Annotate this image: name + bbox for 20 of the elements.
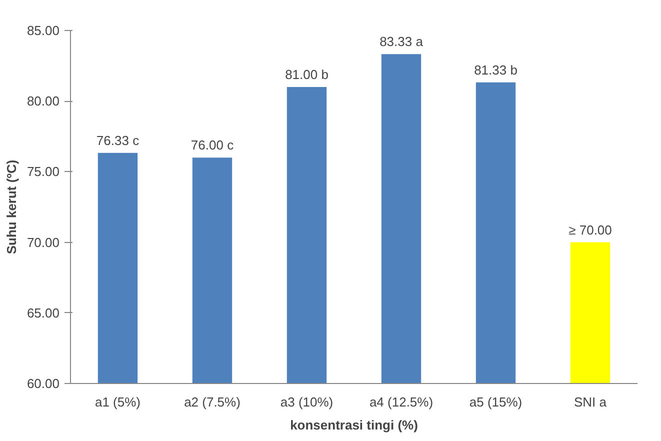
x-tick-label: SNI a <box>574 394 608 410</box>
y-tick-label: 80.00 <box>26 94 60 109</box>
data-label: 81.33 b <box>474 62 518 78</box>
y-axis-title: Suhu kerut (ºC) <box>4 160 19 254</box>
data-label: 76.00 c <box>190 138 234 153</box>
x-axis-title: konsentrasi tingi (%) <box>290 418 418 432</box>
y-tick-label: 75.00 <box>26 164 60 180</box>
y-tick-label: 85.00 <box>26 23 60 38</box>
y-tick-label: 60.00 <box>26 376 60 391</box>
y-tick-label: 70.00 <box>26 234 60 250</box>
data-label: ≥ 70.00 <box>568 222 612 238</box>
data-label: 76.33 c <box>96 132 140 148</box>
x-tick-label: a1 (5%) <box>94 394 141 410</box>
y-tick-label: 65.00 <box>26 305 60 320</box>
data-label: 81.00 b <box>285 66 328 82</box>
data-label: 83.33 a <box>380 34 424 50</box>
x-tick-label: a4 (12.5%) <box>369 394 434 410</box>
x-tick-label: a5 (15%) <box>469 394 522 410</box>
x-tick-label: a3 (10%) <box>280 394 334 410</box>
x-tick-label: a2 (7.5%) <box>184 394 240 410</box>
